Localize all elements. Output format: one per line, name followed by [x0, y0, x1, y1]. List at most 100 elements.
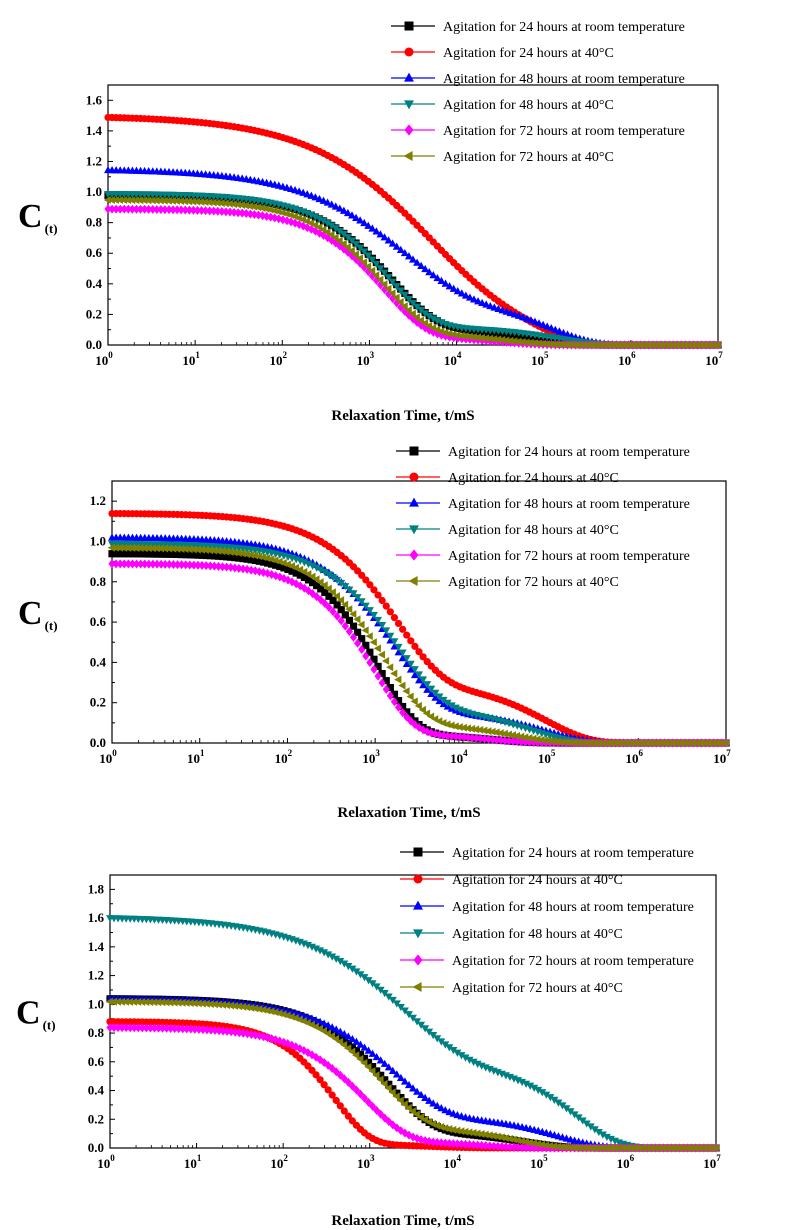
data-point [507, 332, 515, 340]
data-point [352, 1047, 361, 1055]
data-point [348, 1081, 356, 1091]
data-point [411, 642, 419, 650]
y-tick-label: 0.2 [86, 306, 102, 321]
data-point [510, 1142, 518, 1152]
data-point [374, 616, 383, 625]
data-point [120, 204, 128, 214]
data-point [132, 559, 141, 569]
data-point [174, 998, 182, 1007]
data-point [389, 1120, 397, 1130]
data-point [626, 1144, 635, 1152]
data-point [329, 574, 337, 582]
data-point [263, 559, 272, 567]
data-point [307, 211, 316, 220]
data-point [399, 625, 407, 633]
data-point [380, 280, 388, 289]
data-point [162, 1023, 171, 1033]
data-point [555, 340, 563, 349]
data-point [425, 1136, 433, 1146]
data-point [431, 689, 440, 697]
data-point [235, 1028, 243, 1038]
data-point [663, 1144, 671, 1152]
data-point [496, 729, 504, 738]
data-point [542, 1141, 550, 1150]
data-point [214, 552, 223, 560]
data-point [701, 341, 709, 349]
data-point [610, 1144, 618, 1152]
data-point [406, 692, 414, 701]
data-point [267, 555, 275, 564]
legend-label: Agitation for 72 hours at room temperatu… [443, 124, 685, 139]
data-point [247, 1003, 255, 1012]
x-tick-label: 103 [362, 748, 380, 766]
data-point [570, 1111, 579, 1119]
data-point [320, 1081, 328, 1089]
data-point [344, 1077, 352, 1087]
legend-marker [413, 847, 423, 857]
data-point [635, 739, 643, 747]
data-point [551, 325, 560, 333]
data-point [145, 559, 153, 569]
data-point [471, 725, 480, 734]
data-point [360, 974, 369, 982]
data-point [493, 735, 501, 745]
data-point [372, 983, 381, 991]
legend-label: Agitation for 72 hours at 40°C [443, 150, 614, 165]
data-point [399, 702, 407, 711]
data-point [182, 998, 190, 1007]
data-point [539, 320, 548, 328]
x-tick-label: 103 [357, 350, 375, 368]
data-point [183, 1024, 191, 1034]
data-point [324, 584, 332, 593]
data-point [429, 315, 438, 323]
data-point [233, 200, 242, 209]
data-point [648, 739, 656, 747]
data-point [145, 550, 153, 558]
data-point [328, 588, 336, 597]
data-point [542, 340, 551, 348]
chart-panel-1: 0.0 0.2 0.4 0.6 0.8 1.0 1.2 1.4 1.6 100 101 102 103 1… [18, 20, 723, 424]
data-point [618, 1144, 626, 1152]
data-point [389, 1085, 397, 1093]
data-point [110, 1023, 118, 1033]
data-point [687, 1144, 695, 1152]
data-point [116, 559, 124, 569]
legend-marker [404, 47, 414, 57]
data-point [366, 648, 374, 656]
data-point [415, 671, 423, 679]
series-4 [104, 190, 722, 350]
data-point [445, 1044, 454, 1052]
data-point [470, 1140, 478, 1150]
data-point [390, 638, 399, 646]
data-point [263, 568, 272, 578]
data-point [394, 702, 403, 712]
y-tick-label: 0.6 [90, 614, 107, 629]
data-point [323, 220, 332, 228]
data-point [141, 204, 149, 214]
legend-marker [404, 21, 414, 31]
data-point [512, 731, 521, 740]
data-point [258, 204, 266, 212]
data-point [360, 218, 369, 227]
data-point [194, 560, 202, 570]
data-point [453, 1129, 462, 1137]
data-point [150, 1023, 159, 1033]
data-point [364, 977, 373, 985]
data-point [157, 205, 165, 215]
data-point [421, 1093, 430, 1101]
data-point [206, 1000, 214, 1008]
data-point [481, 334, 490, 343]
data-point [270, 206, 278, 215]
data-point [473, 1129, 481, 1138]
data-point [259, 1005, 267, 1014]
data-point [590, 1126, 599, 1134]
data-point [691, 1144, 699, 1152]
data-point [545, 736, 553, 745]
data-point [377, 650, 386, 659]
y-tick-label: 1.4 [88, 939, 105, 954]
data-point [380, 233, 389, 241]
data-point [177, 550, 186, 559]
data-point [514, 1142, 522, 1152]
data-point [523, 335, 531, 343]
data-point [146, 998, 154, 1007]
